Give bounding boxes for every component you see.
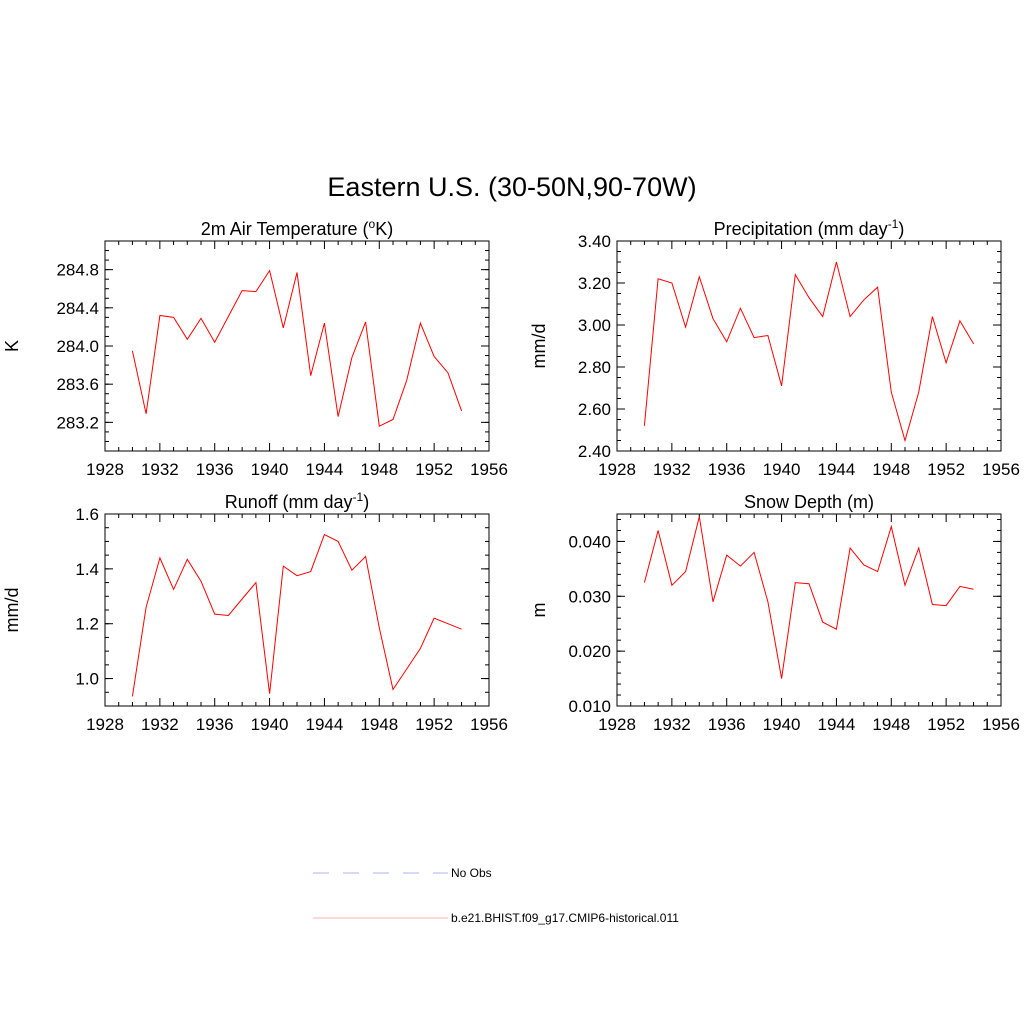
snow-depth-y-tick-label: 0.020 — [568, 642, 611, 661]
snow-depth-x-tick-label: 1944 — [818, 715, 856, 734]
temperature-x-tick-label: 1932 — [141, 460, 179, 479]
runoff-y-tick-label: 1.4 — [75, 560, 99, 579]
snow-depth-x-tick-label: 1940 — [763, 715, 801, 734]
temperature-y-tick-label: 284.4 — [56, 299, 99, 318]
snow-depth-plot-frame — [616, 513, 1002, 707]
runoff-x-tick-label: 1948 — [360, 715, 398, 734]
precipitation-x-tick-label: 1944 — [818, 460, 856, 479]
precipitation-x-tick-label: 1956 — [982, 460, 1020, 479]
snow-depth-x-tick-label: 1948 — [872, 715, 910, 734]
precipitation-y-tick-label: 3.00 — [578, 316, 611, 335]
precipitation-x-tick-label: 1936 — [708, 460, 746, 479]
temperature-y-tick-label: 283.2 — [56, 413, 99, 432]
legend-label-model: b.e21.BHIST.f09_g17.CMIP6-historical.011 — [451, 911, 679, 925]
precipitation-y-tick-label: 2.60 — [578, 400, 611, 419]
runoff-x-tick-label: 1940 — [251, 715, 289, 734]
precipitation-y-tick-label: 2.40 — [578, 442, 611, 461]
temperature-y-tick-label: 283.6 — [56, 375, 99, 394]
legend-label-obs: No Obs — [451, 866, 492, 880]
snow-depth-y-tick-label: 0.040 — [568, 532, 611, 551]
precipitation-y-tick-label: 3.20 — [578, 274, 611, 293]
temperature-series-line — [131, 269, 463, 427]
runoff-title: Runoff (mm day-1) — [225, 490, 369, 512]
runoff-y-axis-label: mm/d — [2, 588, 22, 633]
precipitation-title: Precipitation (mm day-1) — [714, 217, 905, 239]
precipitation-x-tick-label: 1940 — [763, 460, 801, 479]
snow-depth-y-tick-label: 0.030 — [568, 587, 611, 606]
panel-runoff: Runoff (mm day-1) 1928 1932 1936 1940 1944 194… — [2, 490, 508, 734]
snow-depth-x-tick-label: 1936 — [708, 715, 746, 734]
snow-depth-series-line — [643, 516, 974, 679]
precipitation-plot-frame — [616, 240, 1002, 452]
temperature-x-tick-label: 1944 — [306, 460, 344, 479]
runoff-x-tick-label: 1944 — [306, 715, 344, 734]
precipitation-y-tick-label: 3.40 — [578, 232, 611, 251]
precipitation-x-tick-label: 1932 — [653, 460, 691, 479]
runoff-y-tick-label: 1.6 — [75, 505, 99, 524]
legend: No Obs b.e21.BHIST.f09_g17.CMIP6-histori… — [313, 866, 679, 925]
precipitation-x-tick-label: 1928 — [598, 460, 636, 479]
snow-depth-title: Snow Depth (m) — [744, 492, 874, 512]
snow-depth-x-tick-label: 1932 — [653, 715, 691, 734]
figure-title: Eastern U.S. (30-50N,90-70W) — [327, 172, 696, 202]
panel-temperature: 2m Air Temperature (oK) 1928 1932 1936 1940 1… — [2, 217, 508, 479]
temperature-y-tick-label: 284.0 — [56, 337, 99, 356]
temperature-x-tick-label: 1928 — [86, 460, 124, 479]
temperature-y-tick-label: 284.8 — [56, 261, 99, 280]
temperature-y-axis-label: K — [2, 340, 22, 352]
precipitation-x-tick-label: 1952 — [927, 460, 965, 479]
temperature-x-tick-label: 1952 — [415, 460, 453, 479]
temperature-x-tick-label: 1940 — [251, 460, 289, 479]
precipitation-series-line — [643, 261, 975, 443]
snow-depth-y-tick-label: 0.010 — [568, 697, 611, 716]
precipitation-y-tick-label: 2.80 — [578, 358, 611, 377]
snow-depth-x-tick-label: 1928 — [598, 715, 636, 734]
runoff-y-tick-label: 1.0 — [75, 670, 99, 689]
runoff-plot-frame — [104, 513, 490, 707]
runoff-x-tick-label: 1952 — [415, 715, 453, 734]
snow-depth-x-tick-label: 1956 — [982, 715, 1020, 734]
panels: 2m Air Temperature (oK) 1928 1932 1936 1940 1… — [2, 217, 1020, 734]
runoff-x-tick-label: 1932 — [141, 715, 179, 734]
runoff-x-tick-label: 1928 — [86, 715, 124, 734]
panel-precipitation: Precipitation (mm day-1) 1928 1932 1936 1940… — [529, 217, 1020, 479]
temperature-x-tick-label: 1956 — [470, 460, 508, 479]
snow-depth-x-tick-label: 1952 — [927, 715, 965, 734]
temperature-x-tick-label: 1948 — [360, 460, 398, 479]
runoff-x-tick-label: 1936 — [196, 715, 234, 734]
runoff-y-tick-label: 1.2 — [75, 615, 99, 634]
snow-depth-y-axis-label: m — [529, 603, 549, 618]
runoff-x-tick-label: 1956 — [470, 715, 508, 734]
temperature-x-tick-label: 1936 — [196, 460, 234, 479]
runoff-series-line — [131, 533, 462, 697]
temperature-title: 2m Air Temperature (oK) — [201, 217, 393, 239]
panel-snow-depth: Snow Depth (m) 1928 1932 1936 1940 1944 1948 19… — [529, 492, 1020, 734]
precipitation-y-axis-label: mm/d — [529, 324, 549, 369]
precipitation-x-tick-label: 1948 — [872, 460, 910, 479]
